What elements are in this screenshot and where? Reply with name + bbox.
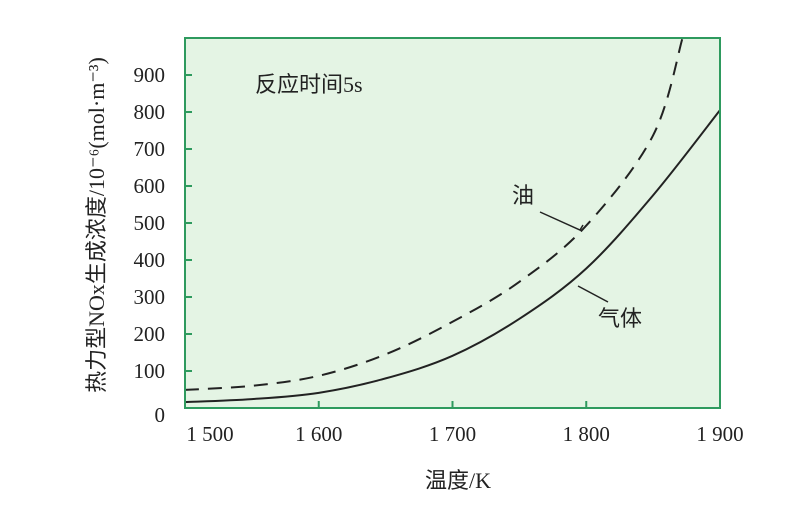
x-tick-label: 1 700 [429, 422, 476, 446]
y-tick-label: 0 [155, 403, 166, 427]
series-label-oil: 油 [512, 183, 534, 208]
y-tick-label: 400 [134, 248, 166, 272]
leader-line-oil [539, 211, 584, 231]
series-line-oil [184, 37, 684, 391]
y-tick-label: 300 [134, 285, 166, 309]
y-tick-label: 900 [134, 63, 166, 87]
x-tick-label: 1 900 [696, 422, 743, 446]
x-axis-label: 温度/K [425, 468, 491, 493]
y-tick-label: 600 [134, 174, 166, 198]
series-label-gas: 气体 [598, 306, 642, 331]
x-tick-label: 1 600 [295, 422, 342, 446]
y-tick-label: 200 [134, 322, 166, 346]
y-tick-label: 700 [134, 137, 166, 161]
y-tick-label: 100 [134, 359, 166, 383]
x-tick-label: 1 800 [563, 422, 610, 446]
x-tick-label: 1 500 [186, 422, 233, 446]
plot-area [185, 38, 720, 408]
leader-line-gas [577, 285, 609, 303]
y-tick-label: 800 [134, 100, 166, 124]
y-axis-label: 热力型NOx生成浓度/10⁻⁶(mol·m⁻³) [84, 57, 109, 393]
annotation-reaction-time: 反应时间5s [255, 72, 363, 97]
series-line-gas [184, 109, 721, 404]
y-tick-label: 500 [134, 211, 166, 235]
